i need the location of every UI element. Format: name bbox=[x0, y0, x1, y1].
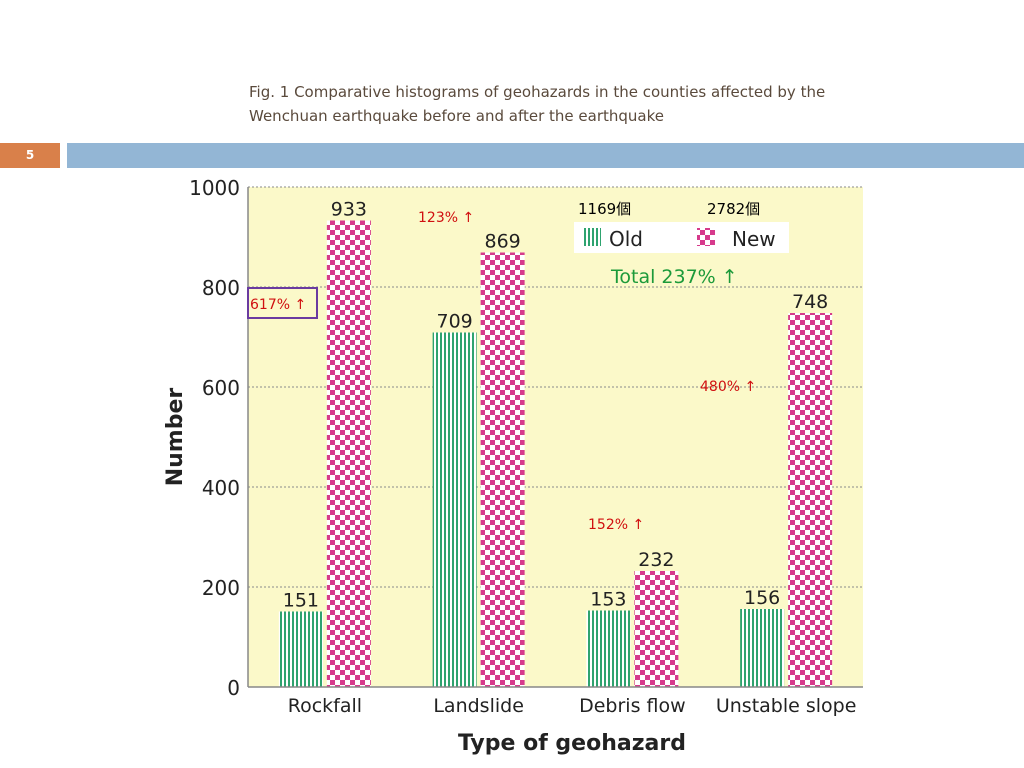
figure-caption: Fig. 1 Comparative histograms of geohaza… bbox=[249, 80, 889, 128]
bar-old bbox=[432, 332, 477, 687]
data-label: 151 bbox=[283, 590, 319, 612]
annotation-unstable: 480% ↑ bbox=[700, 379, 756, 395]
x-axis-label: Type of geohazard bbox=[458, 731, 686, 756]
x-axis-ticks: Rockfall Landslide Debris flow Unstable slo… bbox=[288, 695, 857, 717]
bar-old bbox=[740, 609, 785, 687]
data-label: 933 bbox=[331, 199, 367, 221]
legend-box bbox=[574, 222, 789, 253]
new-total-label: 2782個 bbox=[707, 200, 760, 218]
old-total-label: 1169個 bbox=[578, 200, 631, 218]
bar-new bbox=[480, 252, 525, 687]
legend-swatch-old bbox=[583, 228, 601, 246]
slide-number: 5 bbox=[0, 143, 60, 168]
bar-old bbox=[586, 610, 631, 687]
data-labels: 151 933 709 869 153 232 156 748 bbox=[283, 199, 829, 612]
y-tick-label: 0 bbox=[227, 676, 240, 700]
bar-new bbox=[326, 220, 371, 687]
header-band bbox=[67, 143, 1024, 168]
bars bbox=[278, 220, 833, 687]
x-tick-label: Debris flow bbox=[579, 695, 686, 717]
x-tick-label: Unstable slope bbox=[716, 695, 857, 717]
data-label: 156 bbox=[744, 587, 780, 609]
legend: Old New bbox=[574, 222, 789, 253]
y-tick-label: 1000 bbox=[189, 176, 240, 200]
legend-label-new: New bbox=[732, 227, 776, 251]
annotation-debris: 152% ↑ bbox=[588, 517, 644, 533]
bar-old bbox=[278, 611, 323, 687]
data-label: 748 bbox=[792, 291, 828, 313]
bar-new bbox=[788, 313, 833, 687]
y-tick-label: 800 bbox=[202, 276, 240, 300]
y-axis-label: Number bbox=[163, 388, 188, 487]
caption-line-1: Fig. 1 Comparative histograms of geohaza… bbox=[249, 83, 826, 101]
legend-swatch-new bbox=[697, 228, 715, 246]
data-label: 232 bbox=[638, 549, 674, 571]
data-label: 709 bbox=[436, 311, 472, 333]
y-axis-ticks: 0 200 400 600 800 1000 bbox=[189, 176, 240, 700]
x-tick-label: Rockfall bbox=[288, 695, 362, 717]
gridlines bbox=[248, 186, 863, 588]
y-tick-label: 400 bbox=[202, 476, 240, 500]
annotation-total: Total 237% ↑ bbox=[610, 266, 738, 288]
caption-line-2: Wenchuan earthquake before and after the… bbox=[249, 107, 665, 125]
annotation-landslide: 123% ↑ bbox=[418, 210, 474, 226]
legend-label-old: Old bbox=[609, 227, 643, 251]
x-tick-label: Landslide bbox=[433, 695, 524, 717]
y-tick-label: 600 bbox=[202, 376, 240, 400]
bar-new bbox=[634, 571, 679, 687]
annotation-rockfall: 617% ↑ bbox=[250, 297, 306, 313]
data-label: 153 bbox=[590, 589, 626, 611]
data-label: 869 bbox=[484, 231, 520, 253]
y-tick-label: 200 bbox=[202, 576, 240, 600]
